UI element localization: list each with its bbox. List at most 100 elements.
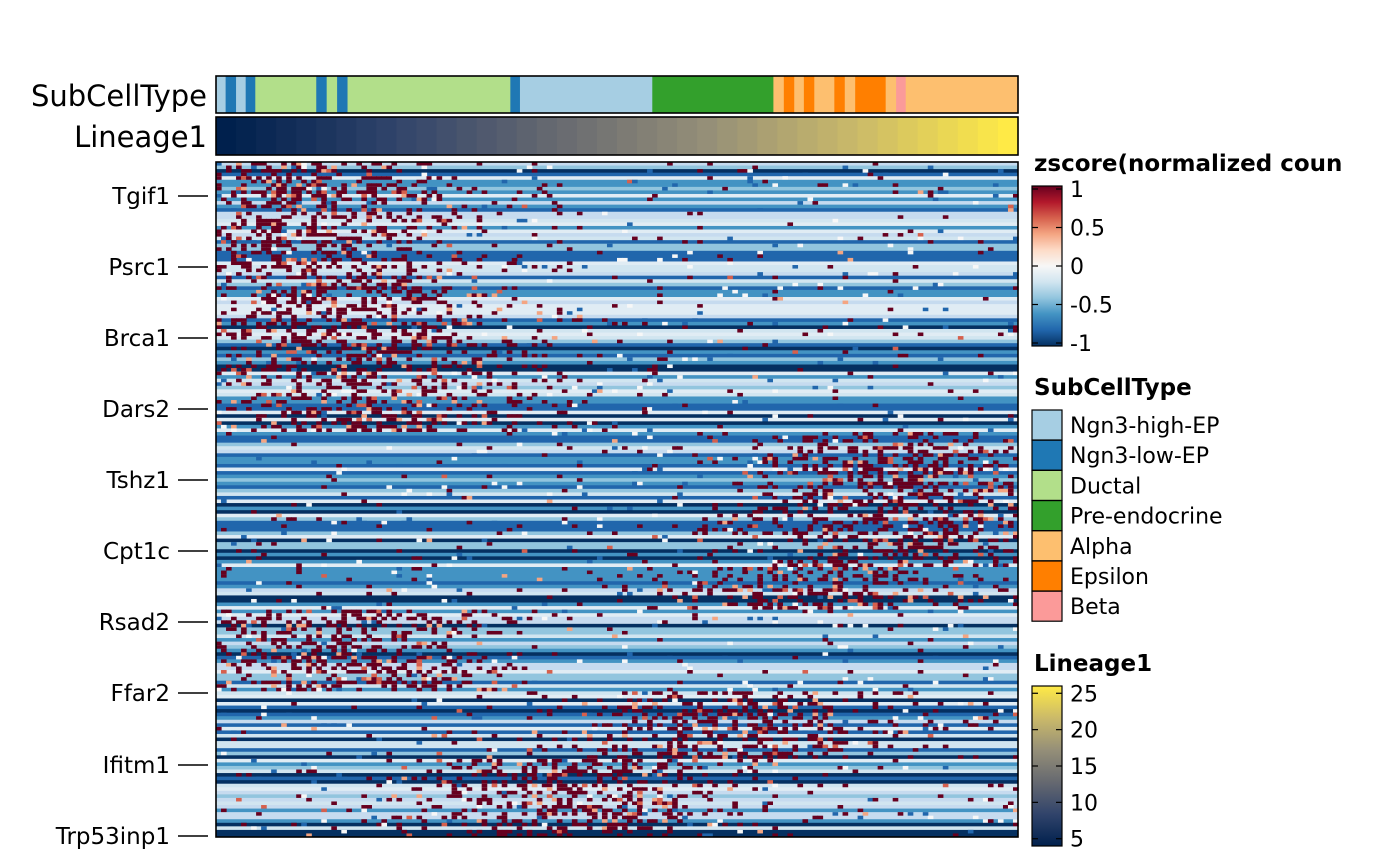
heatmap-cell [772, 588, 778, 593]
heatmap-cell [381, 279, 388, 284]
heatmap-cell [506, 339, 513, 344]
heatmap-cell [306, 265, 312, 270]
heatmap-cell [301, 336, 307, 341]
heatmap-cell [667, 801, 673, 806]
heatmap-cell [902, 552, 909, 557]
heatmap-cell [717, 567, 723, 572]
heatmap-cell [436, 751, 443, 756]
heatmap-cell [767, 712, 773, 717]
heatmap-cell [782, 698, 789, 703]
heatmap-cell [647, 826, 653, 831]
heatmap-cell [867, 563, 874, 568]
heatmap-cell [331, 304, 337, 309]
heatmap-cell [391, 350, 398, 355]
heatmap-cell [261, 630, 267, 635]
subcelltype-legend-swatch [1031, 439, 1063, 471]
heatmap-cell [1007, 488, 1014, 493]
heatmap-cell [767, 744, 773, 749]
heatmap-cell [576, 748, 583, 753]
heatmap-cell [331, 336, 337, 341]
heatmap-cell [386, 670, 393, 675]
heatmap-cell [687, 275, 693, 280]
heatmap-cell [817, 360, 824, 365]
heatmap-cell [286, 250, 292, 255]
heatmap-cell [822, 652, 829, 657]
heatmap-cell [772, 716, 778, 721]
heatmap-cell [541, 364, 548, 369]
heatmap-cell [316, 392, 322, 397]
heatmap-cell [892, 716, 899, 721]
heatmap-cell [617, 574, 623, 579]
heatmap-cell [797, 716, 804, 721]
heatmap-cell [306, 396, 312, 401]
heatmap-cell [536, 304, 543, 309]
heatmap-cell [757, 616, 763, 621]
heatmap-cell [486, 705, 493, 710]
heatmap-cell [627, 652, 633, 657]
heatmap-row [216, 606, 1018, 611]
heatmap-cell [456, 794, 463, 799]
heatmap-cell [421, 336, 428, 341]
heatmap-cell [922, 492, 929, 497]
heatmap-cell [747, 755, 753, 760]
heatmap-cell [581, 265, 588, 270]
heatmap-cell [261, 687, 267, 692]
heatmap-cell [992, 538, 999, 543]
heatmap-cell [637, 758, 643, 763]
heatmap-cell [316, 286, 322, 291]
heatmap-cell [546, 193, 553, 199]
heatmap-cell [1007, 481, 1014, 486]
heatmap-cell [476, 364, 483, 369]
heatmap-cell [622, 723, 628, 728]
heatmap-cell [371, 375, 377, 380]
heatmap-row [216, 247, 1018, 252]
heatmap-cell [416, 378, 423, 383]
heatmap-cell [491, 243, 498, 248]
heatmap-cell [807, 591, 814, 596]
heatmap-cell [662, 805, 668, 810]
heatmap-cell [957, 595, 964, 600]
heatmap-cell [556, 371, 563, 376]
heatmap-cell [421, 325, 428, 330]
heatmap-cell [501, 687, 508, 692]
heatmap-cell [556, 833, 563, 838]
heatmap-cell [682, 325, 688, 330]
heatmap-cell [541, 616, 548, 621]
heatmap-cell [792, 602, 799, 607]
heatmap-cell [677, 744, 683, 749]
heatmap-cell [326, 250, 332, 255]
heatmap-cell [877, 506, 884, 511]
heatmap-cell [847, 463, 854, 469]
heatmap-cell [652, 702, 658, 707]
heatmap-cell [737, 758, 743, 763]
heatmap-cell [476, 805, 483, 810]
heatmap-cell [887, 456, 894, 461]
subcelltype-segment [216, 76, 227, 113]
heatmap-cell [391, 655, 398, 660]
heatmap-cell [892, 758, 899, 763]
heatmap-cell [742, 293, 748, 298]
heatmap-cell [702, 833, 708, 838]
heatmap-cell [386, 485, 393, 490]
heatmap-cell [416, 215, 423, 220]
heatmap-cell [426, 343, 433, 348]
heatmap-cell [356, 343, 362, 348]
heatmap-cell [276, 229, 282, 234]
heatmap-cell [837, 584, 844, 589]
heatmap-cell [531, 794, 538, 799]
heatmap-cell [942, 371, 949, 376]
heatmap-cell [672, 403, 678, 408]
heatmap-cell [882, 520, 889, 525]
row-label: Trp53inp1 [55, 824, 170, 850]
lineage1-cell-block [697, 117, 718, 155]
heatmap-cell [326, 169, 332, 174]
heatmap-cell [762, 801, 768, 806]
heatmap-cell [376, 265, 383, 270]
heatmap-cell [987, 503, 994, 508]
heatmap-cell [987, 797, 994, 802]
heatmap-cell [281, 670, 287, 675]
heatmap-cell [461, 371, 468, 376]
heatmap-cell [301, 268, 307, 273]
heatmap-cell [286, 609, 292, 614]
heatmap-cell [561, 410, 568, 415]
